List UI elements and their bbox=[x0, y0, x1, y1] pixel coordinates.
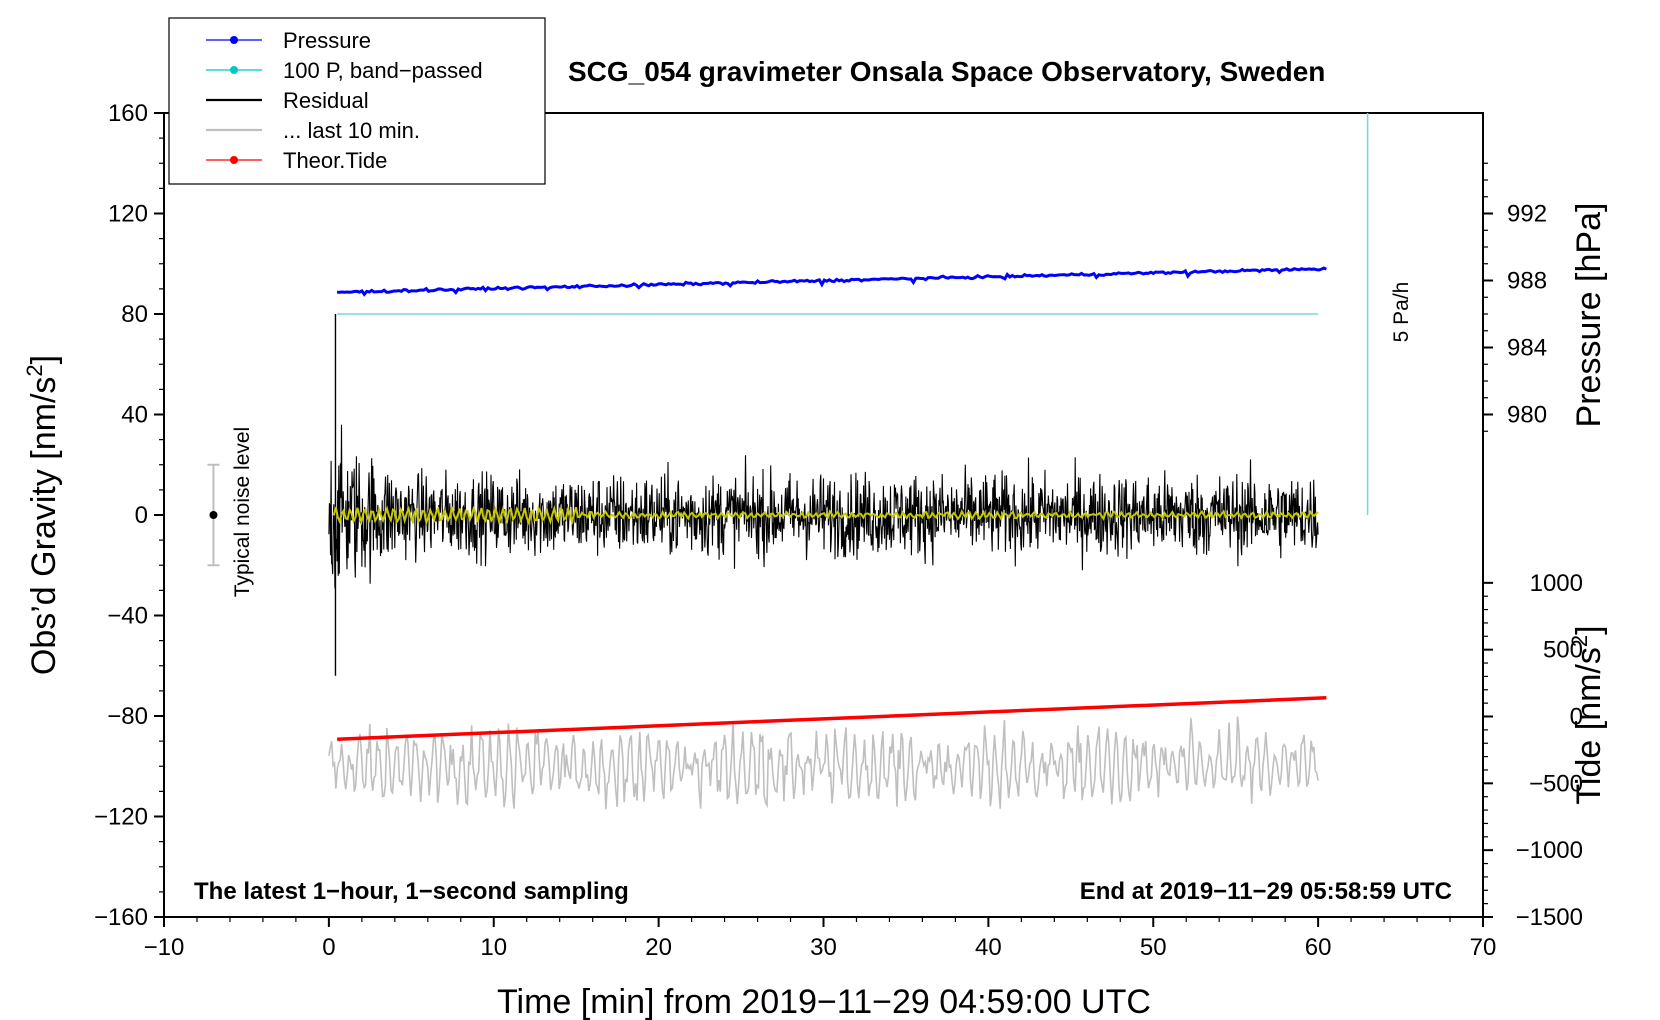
y-tick-label: −120 bbox=[94, 804, 148, 831]
x-tick-label: 70 bbox=[1470, 934, 1497, 961]
pressure-tick-label: 980 bbox=[1507, 402, 1547, 429]
y-axis-title-pressure: Pressure [hPa] bbox=[1570, 203, 1608, 428]
pressure-tick-label: 992 bbox=[1507, 201, 1547, 228]
y-tick-label: −40 bbox=[107, 603, 148, 630]
y-tick-label: 0 bbox=[135, 502, 148, 529]
y-axis-title-tide: Tide [nm/s2] bbox=[1567, 625, 1608, 804]
x-tick-label: −10 bbox=[144, 934, 185, 961]
pressure-tick-label: 988 bbox=[1507, 268, 1547, 295]
legend-items: Pressure 100 P, band−passed Residual ... la… bbox=[206, 28, 483, 173]
legend-label: Pressure bbox=[283, 28, 371, 53]
tide-tick-label: −1500 bbox=[1516, 904, 1583, 931]
legend: Pressure 100 P, band−passed Residual ... la… bbox=[168, 17, 546, 185]
legend-label: Theor.Tide bbox=[283, 148, 387, 173]
y-tick-label: 120 bbox=[108, 201, 148, 228]
x-tick-label: 60 bbox=[1305, 934, 1332, 961]
tide-tick-label: 500 bbox=[1543, 637, 1583, 664]
noise-level-label: Typical noise level bbox=[231, 427, 254, 597]
x-tick-label: 40 bbox=[975, 934, 1002, 961]
y-tick-label: 40 bbox=[121, 402, 148, 429]
y-tick-label: −80 bbox=[107, 703, 148, 730]
chart-title: SCG_054 gravimeter Onsala Space Observat… bbox=[568, 56, 1325, 87]
series-last-10-min bbox=[328, 716, 1319, 810]
y-axis-title-tide-main: Tide [nm/s bbox=[1570, 647, 1608, 804]
x-tick-label: 50 bbox=[1140, 934, 1167, 961]
legend-label: 100 P, band−passed bbox=[283, 58, 483, 83]
noise-level-bar bbox=[207, 463, 220, 567]
y-axis-title-left-close: ] bbox=[25, 355, 63, 364]
x-tick-label: 0 bbox=[322, 934, 335, 961]
series-layer bbox=[328, 266, 1327, 810]
y-axis-title-left: Obs’d Gravity [nm/s2] bbox=[22, 355, 63, 675]
y-axis-title-tide-close: ] bbox=[1570, 625, 1608, 634]
legend-swatch-dot bbox=[230, 36, 238, 44]
legend-swatch-dot bbox=[230, 156, 238, 164]
y-tick-label: 80 bbox=[121, 301, 148, 328]
legend-label: Residual bbox=[283, 88, 369, 113]
tide-tick-label: 1000 bbox=[1530, 570, 1583, 597]
x-tick-label: 30 bbox=[810, 934, 837, 961]
x-tick-label: 10 bbox=[480, 934, 507, 961]
x-axis-title: Time [min] from 2019−11−29 04:59:00 UTC bbox=[497, 983, 1151, 1020]
series-pressure bbox=[337, 266, 1327, 297]
pressure-tick-label: 984 bbox=[1507, 335, 1547, 362]
rate-label: 5 Pa/h bbox=[1390, 282, 1413, 343]
series-residual bbox=[328, 424, 1319, 589]
noise-bar-dot bbox=[209, 511, 218, 519]
y-axis-title-left-main: Obs’d Gravity [nm/s bbox=[25, 377, 63, 676]
tide-tick-label: 0 bbox=[1570, 704, 1583, 731]
legend-swatch-dot bbox=[230, 66, 238, 74]
y-axis-title-left-sup: 2 bbox=[22, 364, 47, 376]
legend-label: ... last 10 min. bbox=[283, 118, 420, 143]
y-tick-label: −160 bbox=[94, 904, 148, 931]
axis-ticks: −10 0 10 20 30 40 50 60 70 160 120 80 40 0 −40 −80 −120 −… bbox=[94, 100, 1583, 961]
end-time-note: End at 2019−11−29 05:58:59 UTC bbox=[1080, 878, 1452, 905]
y-axis-title-tide-sup: 2 bbox=[1567, 635, 1592, 647]
tide-tick-label: −500 bbox=[1529, 770, 1583, 797]
series-residual-smoothed bbox=[332, 504, 1319, 527]
sampling-note: The latest 1−hour, 1−second sampling bbox=[194, 878, 629, 905]
y-tick-label: 160 bbox=[108, 100, 148, 127]
series-theor-tide bbox=[337, 696, 1327, 741]
x-tick-label: 20 bbox=[645, 934, 672, 961]
tide-tick-label: −1000 bbox=[1516, 837, 1583, 864]
